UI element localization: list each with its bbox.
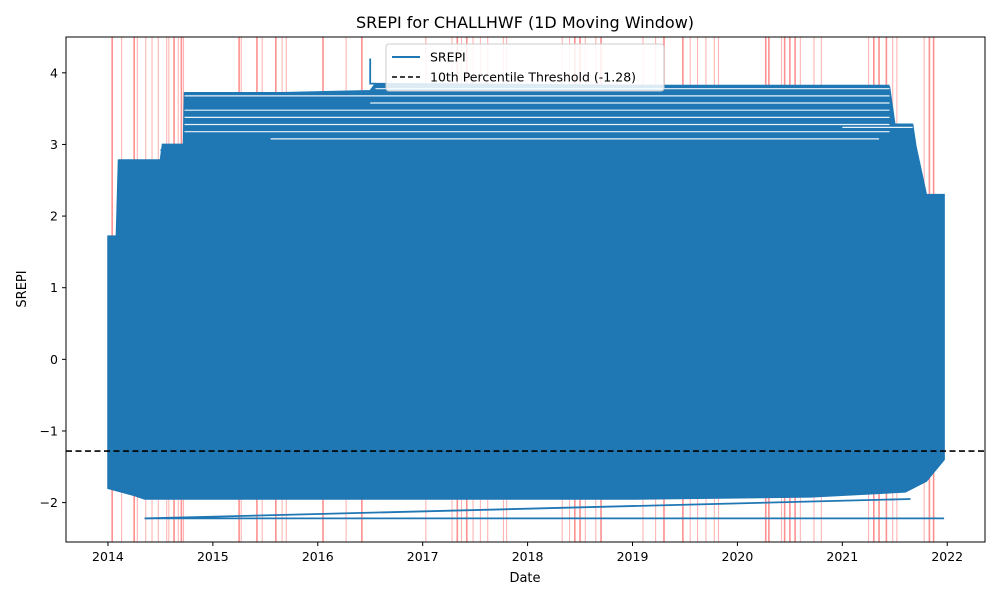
x-tick-label: 2017	[407, 549, 439, 564]
x-tick-label: 2015	[197, 549, 229, 564]
x-tick-label: 2014	[92, 549, 124, 564]
srepi-segment	[369, 58, 376, 85]
srepi-series	[107, 58, 945, 520]
legend-label-srepi: SREPI	[430, 50, 466, 65]
legend-label-threshold: 10th Percentile Threshold (-1.28)	[430, 70, 636, 85]
y-axis-label: SREPI	[15, 270, 30, 307]
x-tick-label: 2018	[512, 549, 544, 564]
chart-title: SREPI for CHALLHWF (1D Moving Window)	[356, 13, 694, 32]
srepi-band	[107, 82, 945, 500]
legend-box	[385, 43, 665, 92]
srepi-segment	[144, 498, 911, 520]
y-tick-label: 0	[50, 352, 58, 367]
y-axis: −2 −1 0 1 2 3 4	[40, 65, 66, 510]
y-tick-label: −2	[40, 495, 58, 510]
legend: SREPI 10th Percentile Threshold (-1.28)	[385, 43, 665, 92]
plot-frame	[65, 36, 986, 543]
x-tick-label: 2019	[617, 549, 649, 564]
x-tick-label: 2016	[302, 549, 334, 564]
x-axis-label: Date	[509, 571, 540, 586]
y-tick-label: −1	[40, 423, 58, 438]
x-tick-label: 2020	[722, 549, 754, 564]
x-tick-label: 2021	[826, 549, 858, 564]
plot-area	[66, 37, 985, 542]
y-tick-label: 4	[50, 65, 58, 80]
y-tick-label: 1	[50, 280, 58, 295]
x-axis: 2014 2015 2016 2017 2018 2019 2020 2021 2022	[92, 542, 963, 564]
y-tick-label: 3	[50, 137, 58, 152]
x-tick-label: 2022	[931, 549, 963, 564]
y-tick-label: 2	[50, 209, 58, 224]
